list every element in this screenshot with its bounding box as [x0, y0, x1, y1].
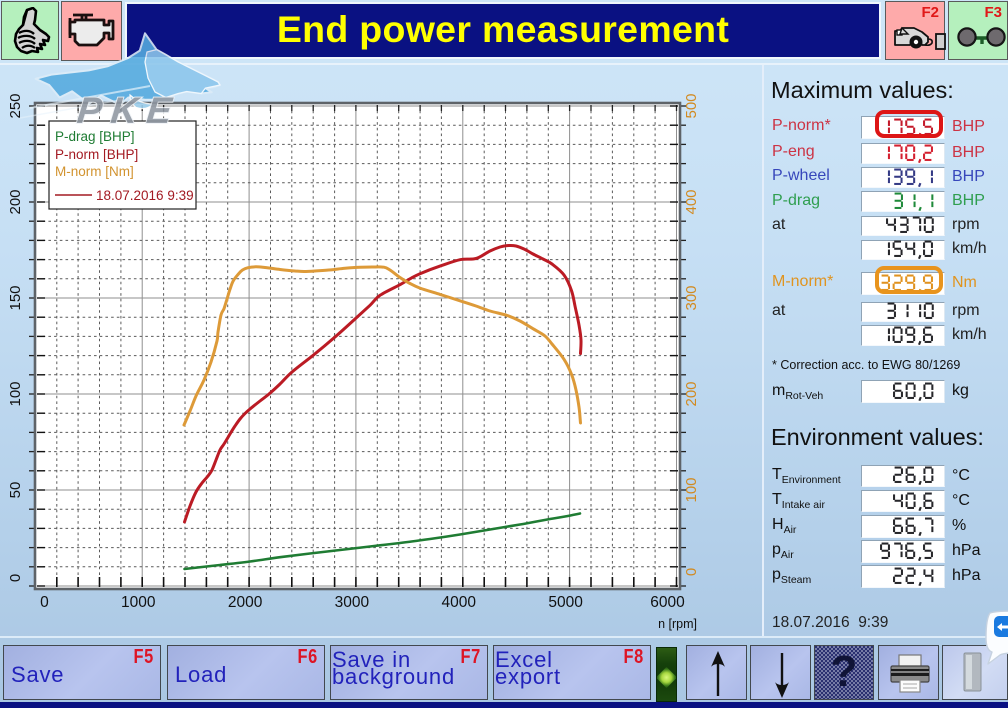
- svg-text:50: 50: [7, 482, 24, 499]
- svg-text:5000: 5000: [548, 594, 583, 611]
- svg-text:P-drag [BHP]: P-drag [BHP]: [55, 129, 135, 144]
- svg-text:500: 500: [683, 93, 700, 118]
- svg-text:100: 100: [683, 477, 700, 502]
- svg-text:400: 400: [683, 189, 700, 214]
- svg-text:200: 200: [683, 381, 700, 406]
- svg-text:0: 0: [40, 594, 49, 611]
- svg-text:P-norm [BHP]: P-norm [BHP]: [55, 147, 138, 162]
- svg-text:2000: 2000: [228, 594, 263, 611]
- svg-text:PKE: PKE: [75, 89, 182, 131]
- svg-text:n [rpm]: n [rpm]: [658, 617, 697, 631]
- svg-text:300: 300: [683, 285, 700, 310]
- svg-text:4000: 4000: [442, 594, 477, 611]
- svg-text:250: 250: [7, 93, 24, 118]
- svg-text:150: 150: [7, 285, 24, 310]
- svg-text:M-norm [Nm]: M-norm [Nm]: [55, 164, 134, 179]
- svg-text:100: 100: [7, 381, 24, 406]
- svg-text:0: 0: [683, 568, 700, 576]
- svg-text:3000: 3000: [335, 594, 370, 611]
- svg-text:18.07.2016 9:39: 18.07.2016 9:39: [96, 188, 194, 203]
- svg-text:6000: 6000: [650, 594, 685, 611]
- svg-text:0: 0: [7, 574, 24, 582]
- svg-text:1000: 1000: [121, 594, 156, 611]
- svg-text:200: 200: [7, 189, 24, 214]
